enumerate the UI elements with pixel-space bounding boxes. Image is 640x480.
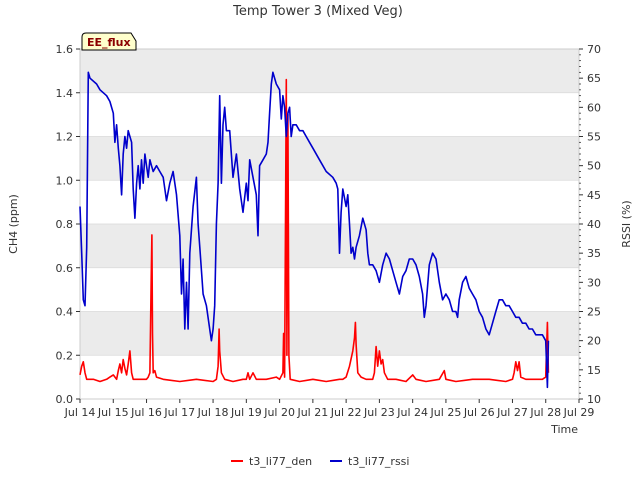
chart-title: Temp Tower 3 (Mixed Veg)	[232, 4, 403, 19]
y-right-tick-label: 10	[587, 393, 601, 406]
badge-box	[81, 32, 137, 51]
background-band	[80, 311, 579, 356]
y-left-tick-label: 1.6	[56, 43, 74, 56]
y-right-tick-label: 65	[587, 72, 601, 85]
right-axis: 10 15 20 25 30 35 40 45 50 55 60 65 70	[579, 43, 601, 406]
x-tick-label: Jul 17	[163, 406, 195, 419]
y-right-tick-label: 50	[587, 160, 601, 173]
y-left-tick-label: 0.8	[56, 218, 74, 231]
y-left-tick-label: 1.0	[56, 174, 74, 187]
series-line-t3_li77_den	[79, 78, 550, 383]
x-tick-label: Jul 20	[263, 406, 295, 419]
x-tick-label: Jul 18	[197, 406, 229, 419]
y-left-tick-label: 1.2	[56, 131, 74, 144]
x-tick-label: Jul 21	[296, 406, 328, 419]
y-right-tick-label: 55	[587, 131, 601, 144]
y-right-tick-label: 60	[587, 101, 601, 114]
x-tick-label: Jul 24	[396, 406, 428, 419]
background-bands	[80, 49, 579, 356]
y-right-tick-label: 45	[587, 189, 601, 202]
badge-label: EE_flux	[87, 36, 131, 49]
background-band	[80, 224, 579, 268]
y-right-tick-label: 70	[587, 43, 601, 56]
x-axis: Jul 14 Jul 15 Jul 16 Jul 17 Jul 18 Jul 19 Jul …	[64, 399, 595, 419]
y-left-tick-label: 0.2	[56, 349, 74, 362]
y-axis-right-title: RSSI (%)	[620, 200, 633, 247]
x-axis-title: Time	[550, 423, 578, 436]
y-left-tick-label: 0.0	[56, 393, 74, 406]
y-left-tick-label: 1.4	[56, 87, 74, 100]
x-tick-label: Jul 14	[64, 406, 96, 419]
x-tick-label: Jul 15	[97, 406, 129, 419]
x-tick-label: Jul 22	[330, 406, 362, 419]
x-tick-label: Jul 25	[430, 406, 462, 419]
x-tick-label: Jul 29	[563, 406, 595, 419]
left-axis: 0.0 0.2 0.4 0.6 0.8 1.0 1.2 1.4 1.6	[56, 43, 80, 406]
legend-label-rssi: t3_li77_rssi	[348, 455, 409, 468]
x-tick-label: Jul 28	[529, 406, 561, 419]
y-left-tick-label: 0.4	[56, 306, 74, 319]
legend: t3_li77_den t3_li77_rssi	[231, 455, 409, 468]
x-tick-label: Jul 26	[463, 406, 495, 419]
ee-flux-badge: EE_flux	[81, 32, 137, 51]
series-lines	[79, 71, 550, 389]
y-axis-left-title: CH4 (ppm)	[7, 194, 20, 254]
background-band	[80, 136, 579, 181]
x-tick-label: Jul 19	[230, 406, 262, 419]
y-left-tick-label: 0.6	[56, 262, 74, 275]
y-right-tick-label: 15	[587, 364, 601, 377]
x-tick-label: Jul 16	[130, 406, 162, 419]
x-tick-label: Jul 23	[363, 406, 395, 419]
x-tick-label: Jul 27	[496, 406, 528, 419]
y-right-tick-label: 40	[587, 218, 601, 231]
y-right-tick-label: 20	[587, 335, 601, 348]
y-right-tick-label: 25	[587, 306, 601, 319]
series-line-t3_li77_rssi	[79, 71, 550, 389]
y-right-tick-label: 30	[587, 276, 601, 289]
background-band	[80, 49, 579, 93]
legend-label-den: t3_li77_den	[249, 455, 312, 468]
y-right-tick-label: 35	[587, 247, 601, 260]
